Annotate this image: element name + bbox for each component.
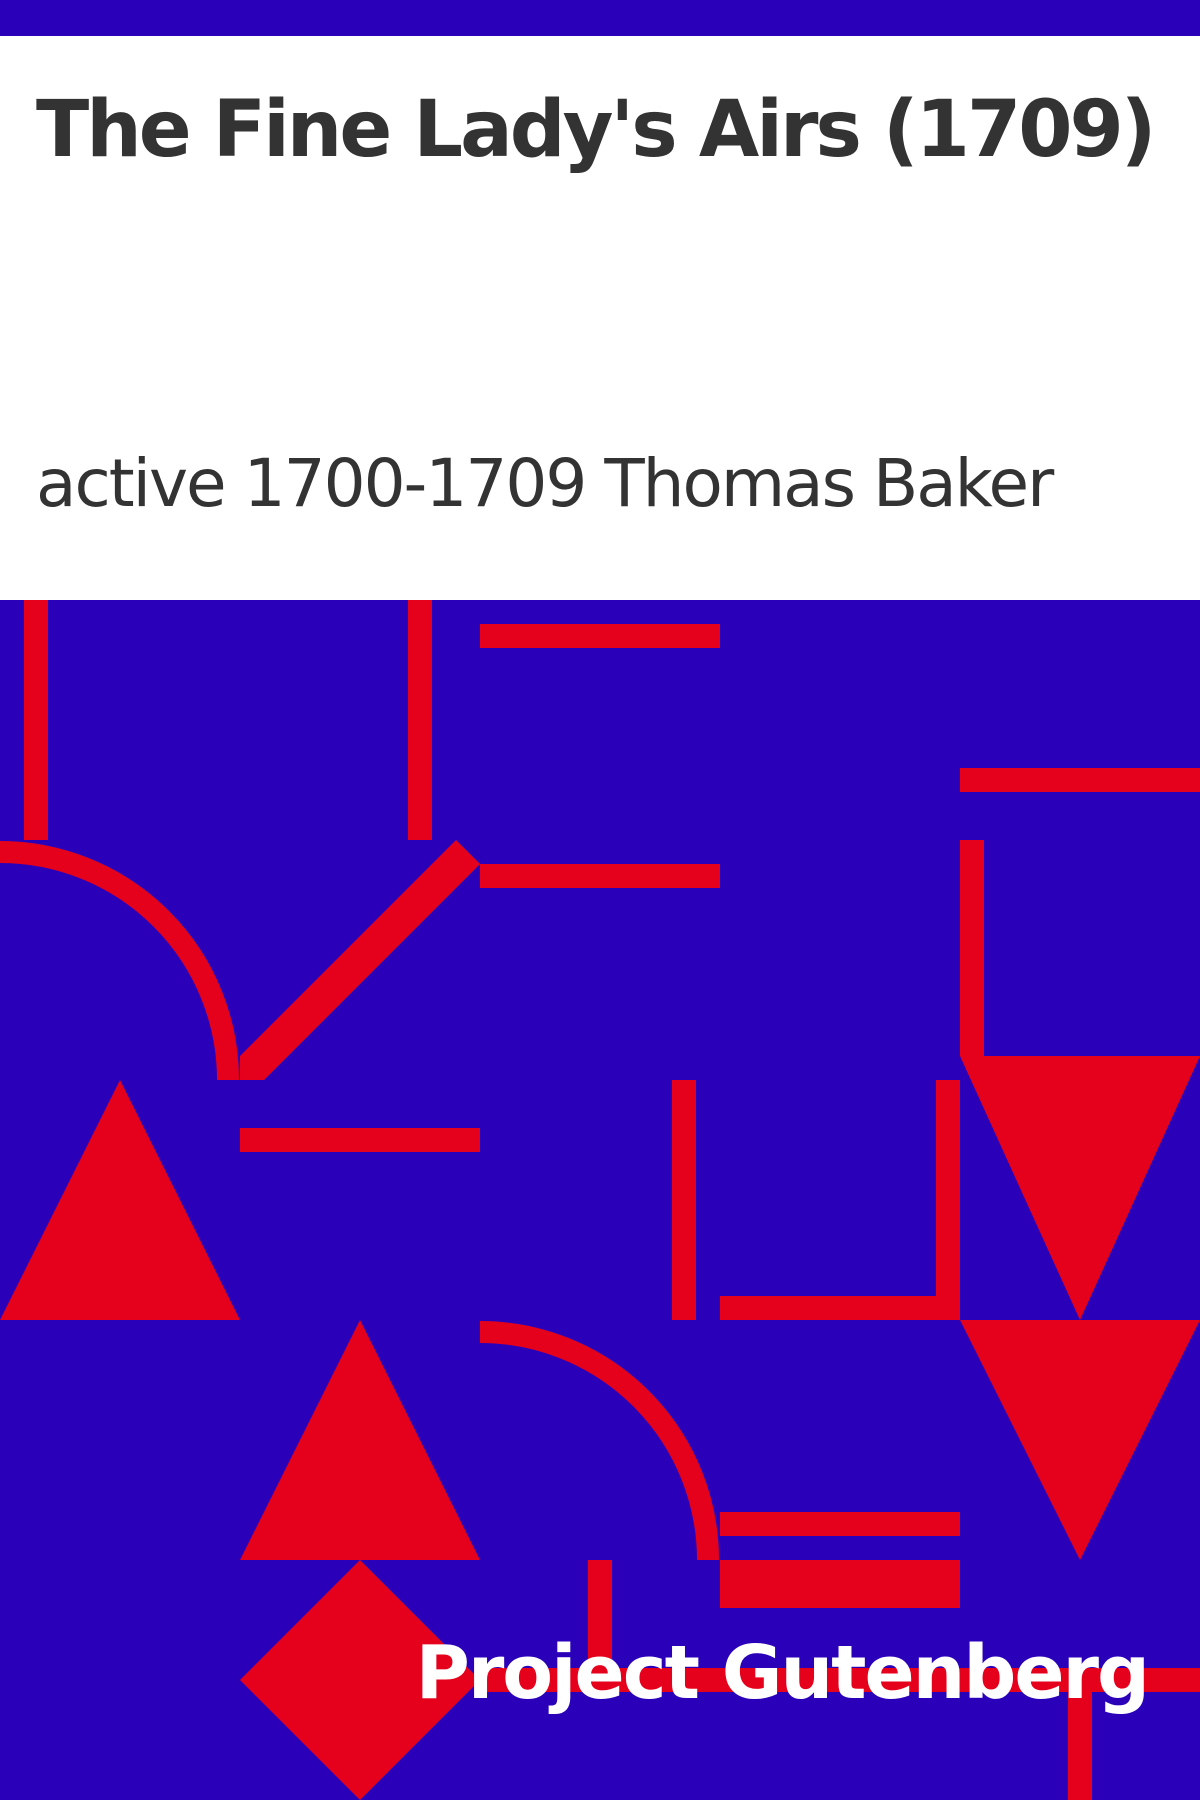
bar-shape bbox=[480, 864, 720, 888]
bar-shape bbox=[720, 1296, 960, 1320]
triangle-shape bbox=[960, 1056, 1200, 1320]
bar-shape bbox=[588, 1560, 612, 1680]
diagonal-shape bbox=[240, 840, 480, 1080]
bar-shape bbox=[240, 1128, 480, 1152]
cover-artwork bbox=[0, 600, 1200, 1800]
bar-shape bbox=[408, 600, 432, 840]
top-color-band bbox=[0, 0, 1200, 36]
triangle-shape bbox=[960, 1320, 1200, 1560]
triangle-shape bbox=[0, 1080, 240, 1320]
publisher-label: Project Gutenberg bbox=[415, 1630, 1150, 1716]
bar-shape bbox=[960, 768, 1200, 792]
arc-shape bbox=[0, 841, 239, 1081]
diamond-shape bbox=[240, 1560, 480, 1800]
geometric-pattern bbox=[0, 600, 1200, 1800]
bar-shape bbox=[480, 1668, 1200, 1692]
bar-shape bbox=[24, 600, 48, 840]
triangle-shape bbox=[240, 1320, 480, 1560]
bar-shape bbox=[960, 840, 984, 1056]
bar-shape bbox=[480, 624, 720, 648]
bar-shape bbox=[1068, 1692, 1092, 1800]
bar-shape bbox=[720, 1560, 960, 1608]
book-author: active 1700-1709 Thomas Baker bbox=[36, 445, 1054, 522]
bar-shape bbox=[720, 1512, 960, 1536]
book-title: The Fine Lady's Airs (1709) bbox=[36, 85, 1156, 175]
bar-shape bbox=[672, 1080, 696, 1320]
bar-shape bbox=[936, 1080, 960, 1320]
arc-shape bbox=[479, 1321, 719, 1561]
